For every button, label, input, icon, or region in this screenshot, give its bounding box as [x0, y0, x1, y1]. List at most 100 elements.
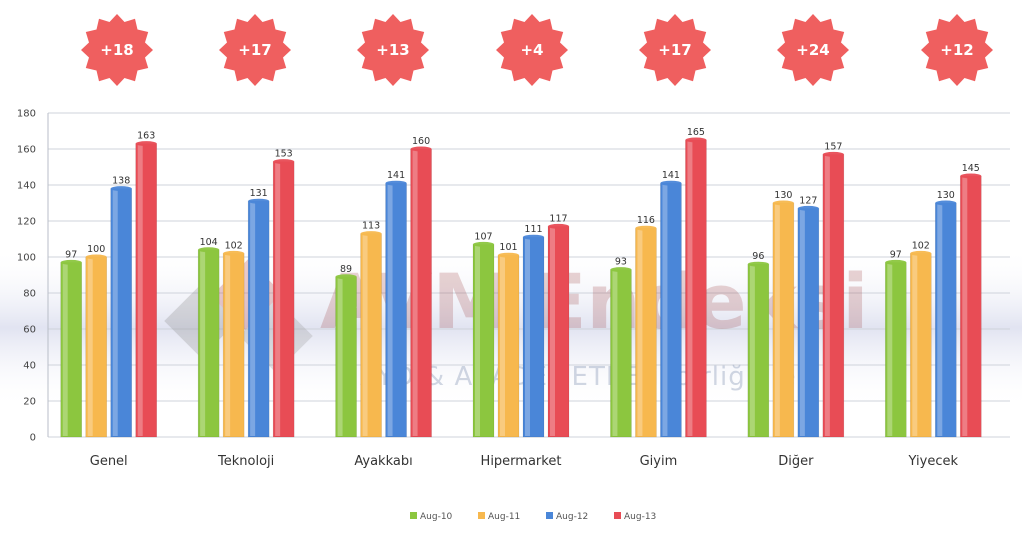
legend-label: Aug-12 [556, 512, 588, 522]
data-label: 104 [200, 237, 218, 248]
bar-cap [223, 250, 245, 256]
data-label: 153 [275, 149, 293, 160]
category-label: Ayakkabı [354, 454, 412, 469]
data-label: 130 [774, 190, 792, 201]
star-badge-shape [219, 14, 291, 86]
bar-cap [910, 250, 932, 256]
bar-highlight [912, 254, 918, 436]
category-label: Genel [90, 454, 128, 469]
legend-swatch [410, 512, 417, 519]
change-badge-label: +17 [658, 41, 691, 59]
data-label: 101 [499, 242, 517, 253]
legend-label: Aug-13 [624, 512, 656, 522]
change-badges: +18 +17 +13 +4 +17 +24 +12 [81, 14, 993, 86]
bar-highlight [774, 204, 780, 436]
star-badge-shape [357, 14, 429, 86]
bar-highlight [612, 270, 618, 436]
bar-highlight [250, 202, 256, 436]
data-label: 138 [112, 176, 130, 187]
bar-highlight [687, 141, 693, 436]
y-tick-label: 20 [23, 397, 36, 408]
y-tick-label: 120 [17, 217, 36, 228]
bar-cap [410, 146, 432, 152]
bar-cap [473, 241, 494, 247]
bar-highlight [799, 209, 805, 436]
bar-highlight [962, 177, 968, 436]
bar-highlight [62, 263, 68, 436]
bar-cap [360, 231, 382, 237]
y-axis: 0 20 40 60 80 100 120 140 160 180 [17, 109, 49, 444]
y-tick-label: 0 [30, 433, 36, 444]
category-label: Giyim [640, 454, 678, 469]
bar-highlight [637, 229, 643, 436]
bar-cap [335, 274, 357, 280]
data-label: 141 [387, 170, 405, 181]
star-badge-shape [496, 14, 568, 86]
data-label: 157 [824, 141, 842, 152]
bars [60, 137, 982, 438]
bar-cap [960, 173, 982, 179]
y-tick-label: 40 [23, 361, 36, 372]
y-tick-label: 140 [17, 181, 36, 192]
bar-cap [85, 254, 107, 260]
data-label: 96 [752, 251, 764, 262]
bar-highlight [337, 277, 343, 436]
bar-highlight [662, 184, 668, 436]
category-label: Diğer [778, 454, 814, 469]
data-label: 165 [687, 127, 705, 138]
bar-cap [135, 141, 157, 147]
star-badge-shape [81, 14, 153, 86]
data-label: 102 [225, 240, 243, 251]
bar-highlight [500, 256, 505, 436]
bar-cap [248, 198, 270, 204]
bar-cap [548, 223, 569, 229]
bar-highlight [225, 254, 231, 436]
bar-cap [60, 259, 82, 265]
data-label: 107 [474, 231, 492, 242]
star-badge-shape [921, 14, 993, 86]
y-tick-label: 60 [23, 325, 36, 336]
bar-highlight [137, 144, 143, 436]
data-label: 141 [662, 170, 680, 181]
data-label: 127 [799, 195, 817, 206]
star-badge-shape [777, 14, 849, 86]
bar-highlight [824, 155, 830, 436]
data-label: 116 [637, 215, 655, 226]
data-label: 111 [524, 224, 542, 235]
category-label: Yiyecek [908, 454, 959, 469]
legend-swatch [478, 512, 485, 519]
data-label: 102 [912, 240, 930, 251]
legend-swatch [546, 512, 553, 519]
bar-cap [747, 261, 769, 267]
y-tick-label: 80 [23, 289, 36, 300]
data-label: 130 [937, 190, 955, 201]
data-labels: 97 100 138 163 104 102 131 153 89 113 141 160 107 101… [65, 127, 980, 275]
star-badge-shape [639, 14, 711, 86]
data-label: 100 [87, 244, 105, 255]
watermark-subtitle: AYD & AKADEMETRE işbirliği ile [360, 362, 797, 392]
data-label: 131 [250, 188, 268, 199]
bar-highlight [550, 227, 555, 436]
legend-label: Aug-10 [420, 512, 453, 522]
category-labels: Genel Teknoloji Ayakkabı Hipermarket Giyim Di… [90, 454, 959, 469]
bar-highlight [887, 263, 893, 436]
bar-cap [385, 180, 407, 186]
y-tick-label: 100 [17, 253, 36, 264]
bar-cap [772, 200, 794, 206]
bar-highlight [937, 204, 943, 436]
category-label: Teknoloji [217, 454, 274, 469]
legend-swatch [614, 512, 621, 519]
change-badge-label: +4 [520, 41, 543, 59]
change-badge-label: +24 [796, 41, 829, 59]
bar-cap [523, 234, 544, 240]
y-tick-label: 160 [17, 145, 36, 156]
bar-cap [198, 247, 220, 253]
legend-label: Aug-11 [488, 512, 520, 522]
data-label: 163 [137, 131, 155, 142]
data-label: 93 [615, 257, 627, 268]
category-label: Hipermarket [481, 454, 562, 469]
bar-highlight [87, 258, 93, 436]
data-label: 97 [65, 249, 77, 260]
data-label: 160 [412, 136, 430, 147]
